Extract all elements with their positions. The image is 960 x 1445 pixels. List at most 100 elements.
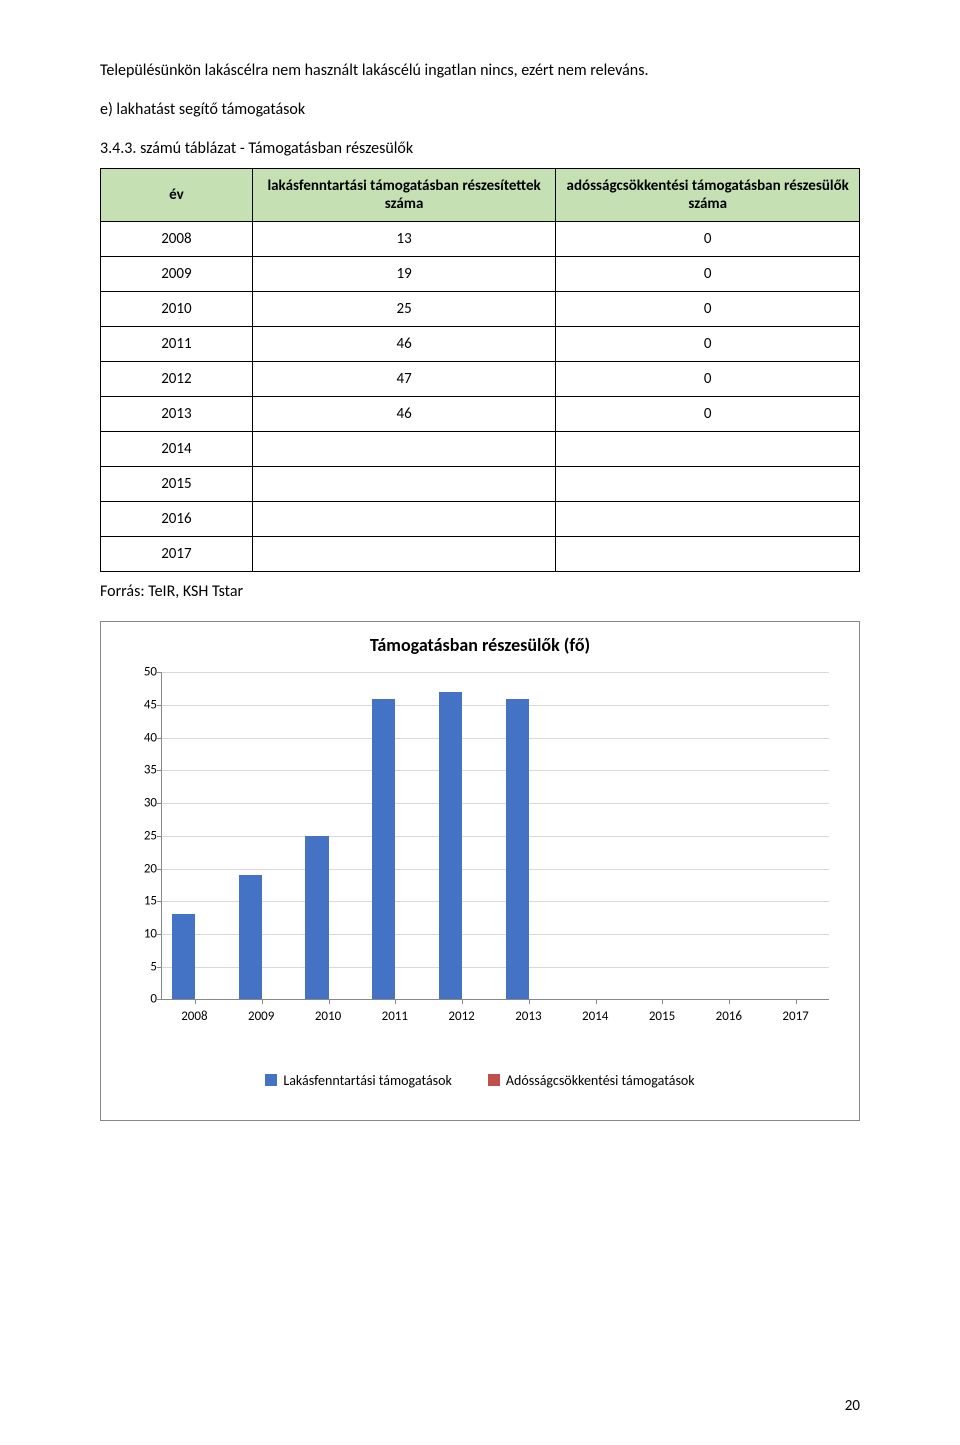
- table-cell-value1: 25: [252, 292, 556, 327]
- table-row: 2011460: [101, 327, 860, 362]
- y-tick-mark: [157, 770, 162, 771]
- x-tick-mark: [462, 999, 463, 1004]
- table-cell-year: 2016: [101, 502, 253, 537]
- table-cell-value2: 0: [556, 222, 860, 257]
- table-row: 2016: [101, 502, 860, 537]
- table-cell-value2: [556, 502, 860, 537]
- gridline: [162, 672, 829, 673]
- table-cell-value2: 0: [556, 292, 860, 327]
- table-cell-value1: 46: [252, 397, 556, 432]
- bar: [506, 699, 529, 1000]
- table-cell-value1: [252, 537, 556, 572]
- table-cell-year: 2013: [101, 397, 253, 432]
- table-row: 2017: [101, 537, 860, 572]
- y-tick-mark: [157, 803, 162, 804]
- gridline: [162, 705, 829, 706]
- table-header-col2: lakásfenntartási támogatásban részesítet…: [252, 169, 556, 222]
- legend-item: Adósságcsökkentési támogatások: [488, 1072, 695, 1089]
- table-cell-year: 2014: [101, 432, 253, 467]
- table-row: 2009190: [101, 257, 860, 292]
- x-tick-mark: [329, 999, 330, 1004]
- x-tick-label: 2015: [649, 1009, 675, 1024]
- table-cell-value1: 47: [252, 362, 556, 397]
- y-tick-label: 0: [132, 992, 157, 1007]
- gridline: [162, 967, 829, 968]
- table-row: 2014: [101, 432, 860, 467]
- table-cell-value2: [556, 467, 860, 502]
- bar-chart: Támogatásban részesülők (fő) 05101520253…: [100, 621, 860, 1121]
- x-tick-label: 2013: [515, 1009, 541, 1024]
- x-tick-mark: [729, 999, 730, 1004]
- x-tick-label: 2009: [248, 1009, 274, 1024]
- y-tick-label: 10: [132, 926, 157, 941]
- x-tick-mark: [195, 999, 196, 1004]
- bar: [439, 692, 462, 999]
- table-cell-year: 2011: [101, 327, 253, 362]
- table-row: 2015: [101, 467, 860, 502]
- table-cell-value2: [556, 537, 860, 572]
- source-text: Forrás: TeIR, KSH Tstar: [100, 582, 860, 601]
- bar: [305, 836, 328, 1000]
- table-cell-year: 2010: [101, 292, 253, 327]
- table-row: 2012470: [101, 362, 860, 397]
- table-cell-value2: 0: [556, 257, 860, 292]
- x-tick-label: 2012: [448, 1009, 474, 1024]
- y-tick-mark: [157, 901, 162, 902]
- chart-legend: Lakásfenntartási támogatások Adósságcsökk…: [101, 1072, 859, 1091]
- x-tick-mark: [596, 999, 597, 1004]
- y-tick-label: 50: [132, 665, 157, 680]
- x-tick-label: 2014: [582, 1009, 608, 1024]
- gridline: [162, 869, 829, 870]
- x-tick-label: 2011: [382, 1009, 408, 1024]
- x-tick-label: 2017: [782, 1009, 808, 1024]
- table-cell-value1: 46: [252, 327, 556, 362]
- x-tick-mark: [262, 999, 263, 1004]
- gridline: [162, 901, 829, 902]
- table-row: 2010250: [101, 292, 860, 327]
- y-tick-label: 5: [132, 959, 157, 974]
- section-subtitle: e) lakhatást segítő támogatások: [100, 100, 860, 119]
- table-cell-value1: [252, 467, 556, 502]
- table-cell-value2: 0: [556, 327, 860, 362]
- y-tick-mark: [157, 738, 162, 739]
- plot-area: 05101520253035404550: [161, 672, 829, 1000]
- bar: [172, 914, 195, 999]
- intro-text: Településünkön lakáscélra nem használt l…: [100, 60, 860, 82]
- x-tick-label: 2008: [181, 1009, 207, 1024]
- x-tick-label: 2016: [716, 1009, 742, 1024]
- y-tick-mark: [157, 869, 162, 870]
- table-cell-value1: [252, 502, 556, 537]
- y-tick-mark: [157, 967, 162, 968]
- y-tick-label: 40: [132, 730, 157, 745]
- legend-swatch: [265, 1074, 277, 1086]
- table-cell-value2: 0: [556, 362, 860, 397]
- y-tick-label: 20: [132, 861, 157, 876]
- gridline: [162, 738, 829, 739]
- table-cell-value1: 19: [252, 257, 556, 292]
- table-cell-year: 2015: [101, 467, 253, 502]
- y-tick-mark: [157, 836, 162, 837]
- table-cell-year: 2009: [101, 257, 253, 292]
- bar: [372, 699, 395, 1000]
- gridline: [162, 836, 829, 837]
- x-axis-labels: 2008200920102011201220132014201520162017: [161, 1005, 829, 1025]
- table-cell-value1: [252, 432, 556, 467]
- bar: [239, 875, 262, 999]
- table-cell-value2: [556, 432, 860, 467]
- y-tick-mark: [157, 672, 162, 673]
- y-tick-mark: [157, 934, 162, 935]
- legend-item: Lakásfenntartási támogatások: [265, 1072, 452, 1089]
- table-header-col3: adósságcsökkentési támogatásban részesül…: [556, 169, 860, 222]
- y-tick-label: 25: [132, 828, 157, 843]
- table-row: 2008130: [101, 222, 860, 257]
- gridline: [162, 770, 829, 771]
- x-tick-mark: [796, 999, 797, 1004]
- legend-label: Lakásfenntartási támogatások: [283, 1072, 452, 1089]
- y-tick-label: 35: [132, 763, 157, 778]
- y-tick-label: 15: [132, 894, 157, 909]
- table-title: 3.4.3. számú táblázat - Támogatásban rés…: [100, 139, 860, 158]
- y-tick-label: 45: [132, 698, 157, 713]
- table-cell-value2: 0: [556, 397, 860, 432]
- gridline: [162, 803, 829, 804]
- support-table: évlakásfenntartási támogatásban részesít…: [100, 168, 860, 572]
